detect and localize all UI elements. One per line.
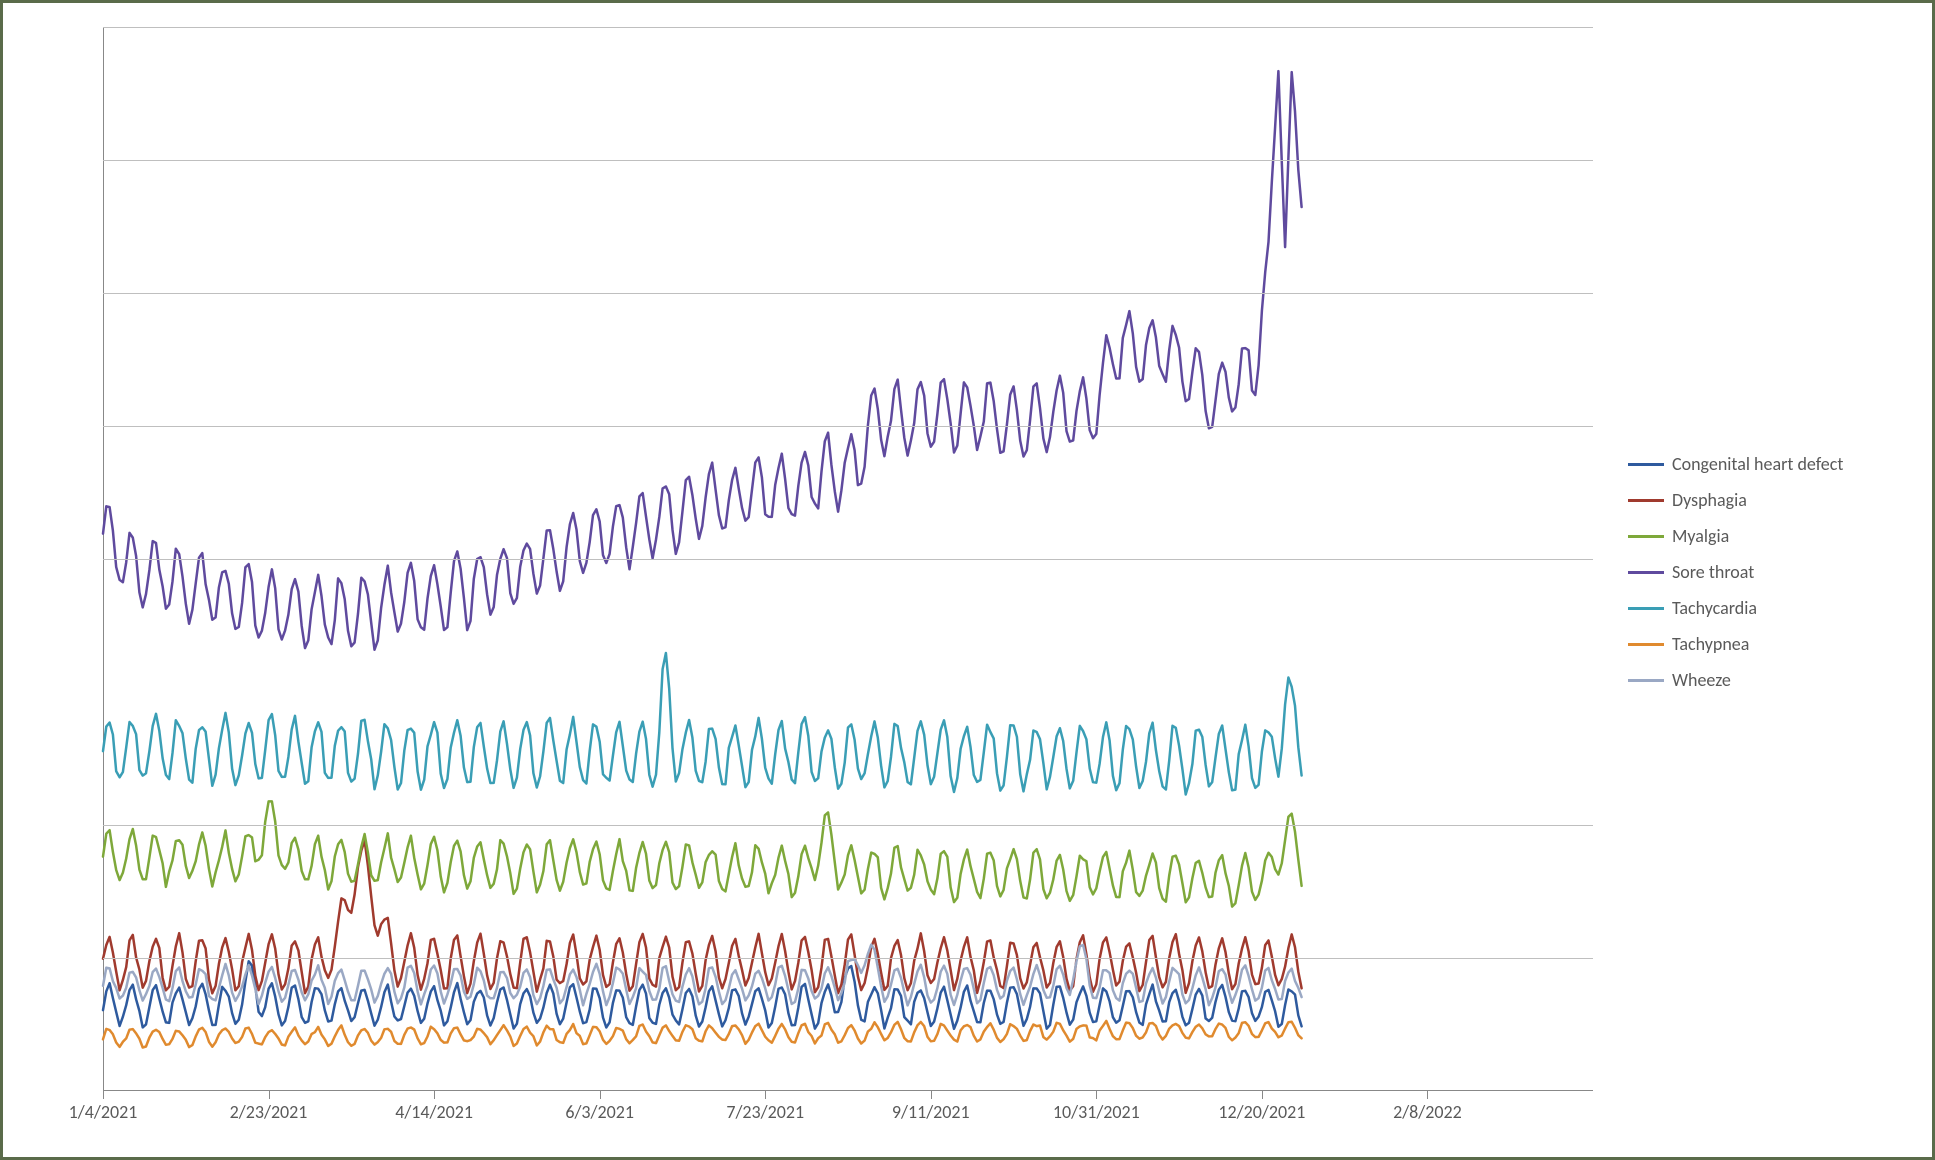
x-tick-label: 12/20/2021 [1218, 1101, 1305, 1123]
x-tick-label: 10/31/2021 [1053, 1101, 1140, 1123]
x-tick-label: 2/8/2022 [1393, 1101, 1462, 1123]
x-tick [103, 1091, 104, 1099]
legend-label: Congenital heart defect [1672, 453, 1843, 475]
x-tick [765, 1091, 766, 1099]
legend-item: Dysphagia [1628, 489, 1843, 511]
legend-swatch [1628, 679, 1664, 682]
series-line [103, 801, 1302, 906]
x-tick [1427, 1091, 1428, 1099]
chart-frame: 11/15/20201/4/20212/23/20214/14/20216/3/… [0, 0, 1935, 1160]
series-line [103, 71, 1302, 650]
legend-swatch [1628, 643, 1664, 646]
x-tick-label: 6/3/2021 [565, 1101, 634, 1123]
legend-label: Wheeze [1672, 669, 1731, 691]
gridline [103, 958, 1593, 959]
x-tick-label: 1/4/2021 [69, 1101, 138, 1123]
legend-label: Sore throat [1672, 561, 1754, 583]
legend-item: Tachycardia [1628, 597, 1843, 619]
gridline [103, 559, 1593, 560]
legend-item: Tachypnea [1628, 633, 1843, 655]
legend-label: Tachypnea [1672, 633, 1749, 655]
gridline [103, 293, 1593, 294]
series-line [103, 840, 1302, 993]
x-tick [1262, 1091, 1263, 1099]
legend: Congenital heart defect Dysphagia Myalgia S… [1628, 453, 1843, 691]
x-tick-label: 9/11/2021 [892, 1101, 970, 1123]
legend-swatch [1628, 463, 1664, 466]
gridline [103, 825, 1593, 826]
x-tick-label: 4/14/2021 [395, 1101, 473, 1123]
legend-item: Sore throat [1628, 561, 1843, 583]
gridline [103, 27, 1593, 28]
plot-area: 11/15/20201/4/20212/23/20214/14/20216/3/… [103, 27, 1593, 1091]
legend-swatch [1628, 499, 1664, 502]
x-tick [1096, 1091, 1097, 1099]
gridline [103, 426, 1593, 427]
legend-label: Dysphagia [1672, 489, 1747, 511]
legend-swatch [1628, 607, 1664, 610]
x-tick [434, 1091, 435, 1099]
legend-item: Congenital heart defect [1628, 453, 1843, 475]
x-tick [931, 1091, 932, 1099]
legend-item: Wheeze [1628, 669, 1843, 691]
legend-item: Myalgia [1628, 525, 1843, 547]
legend-swatch [1628, 571, 1664, 574]
legend-label: Myalgia [1672, 525, 1729, 547]
legend-swatch [1628, 535, 1664, 538]
series-line [103, 653, 1302, 795]
x-tick-label: 2/23/2021 [230, 1101, 308, 1123]
x-tick-label: 7/23/2021 [726, 1101, 804, 1123]
gridline [103, 160, 1593, 161]
x-tick [600, 1091, 601, 1099]
x-tick [269, 1091, 270, 1099]
legend-label: Tachycardia [1672, 597, 1757, 619]
